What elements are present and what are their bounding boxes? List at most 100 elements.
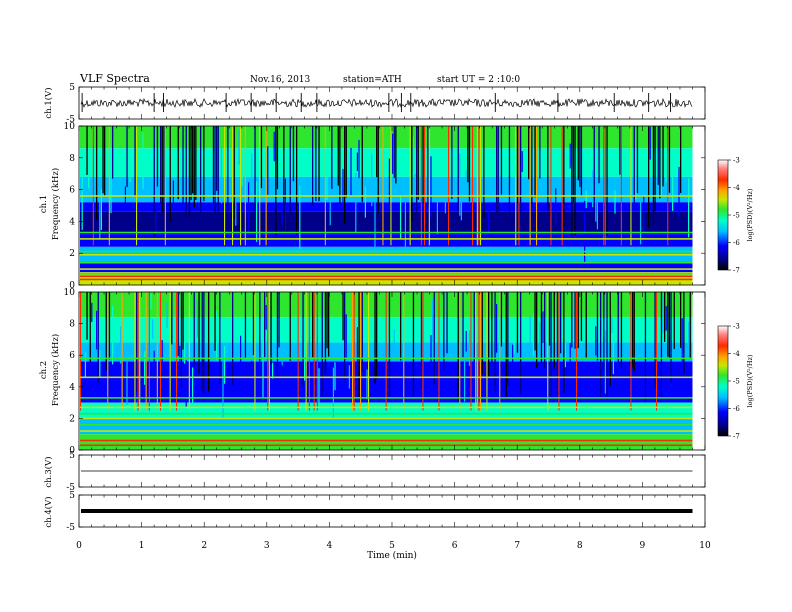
ch2-spec-streak xyxy=(611,317,613,333)
ch2-spec-streak xyxy=(192,367,194,419)
ch2-spec-streak xyxy=(576,292,578,411)
ch2-spec-streak xyxy=(569,342,571,394)
ch1-ytick-label: 5 xyxy=(69,83,75,93)
ch1-spec-streak xyxy=(364,186,366,218)
ch1-spec-streak xyxy=(451,126,453,200)
ch1-spec-ytick-label: 6 xyxy=(69,186,75,196)
ch2-spec-streak xyxy=(617,292,619,363)
ch2-spec-streak xyxy=(188,292,190,411)
ch2-spec-streak xyxy=(360,292,362,411)
ch2-spec-line xyxy=(80,434,693,437)
ch2-spec-streak xyxy=(516,292,519,353)
ch2-spec-streak xyxy=(393,329,395,359)
ch1-spec-streak xyxy=(342,168,344,209)
ch1-ytick-label: -5 xyxy=(66,115,75,125)
ch2-spec-streak xyxy=(179,345,181,398)
ch1-spec-streak xyxy=(104,126,106,197)
ch1-spec-streak xyxy=(457,126,459,212)
ch1-spec-streak xyxy=(276,126,279,190)
ch2-spec-streak xyxy=(660,292,663,398)
ch1-spec-streak xyxy=(678,166,680,217)
ch2-spec-streak xyxy=(272,362,274,379)
ch2-spec-streak xyxy=(505,292,507,398)
ch1-spec-streak xyxy=(99,198,101,240)
ch2-spec-line xyxy=(80,376,693,379)
ch1-spec-streak xyxy=(428,126,430,246)
ch2-spec-streak xyxy=(152,319,154,339)
ch2-colorbar-tick-label: -6 xyxy=(733,405,740,413)
ch1-spec-streak xyxy=(459,153,461,216)
ch1-spec-streak xyxy=(465,170,467,195)
ch1-spec-streak xyxy=(382,126,384,246)
ch1-spec-streak xyxy=(659,126,661,199)
ch1-spec-streak xyxy=(153,126,155,238)
ch2-spec-streak xyxy=(366,369,368,400)
ch3-ylabel: ch.3(V) xyxy=(43,456,54,487)
ch1-spec-streak xyxy=(467,126,469,183)
ch2-spec-streak xyxy=(654,292,656,389)
ch1-colorbar-tick-label: -5 xyxy=(733,212,740,220)
ch1-spec-line xyxy=(80,275,693,278)
ch2-spec-streak xyxy=(376,292,378,379)
ch2-spec-streak xyxy=(476,358,478,414)
ch2-spec-channel-label: ch.2 xyxy=(39,361,49,379)
ch2-spec-line xyxy=(80,406,693,409)
ch1-colorbar: -7 -6 -5 -4 -3 log(PSD)(V²/Hz) xyxy=(717,157,754,275)
ch1-spec-streak xyxy=(688,178,690,238)
ch2-spec-streak xyxy=(560,292,562,354)
ch1-spec-streak xyxy=(200,126,202,235)
ch2-colorbar-tick-label: -7 xyxy=(733,433,740,441)
ch2-spec-streak xyxy=(177,292,179,357)
ch1-spec-channel-label: ch.1 xyxy=(39,195,49,213)
ch1-spec-line xyxy=(80,250,693,253)
ch1-spec-streak xyxy=(161,126,163,213)
ch1-spec-band xyxy=(80,148,693,177)
ch1-spec-streak xyxy=(212,126,215,204)
ch1-spec-streak xyxy=(108,126,110,246)
ch2-spec-streak xyxy=(345,314,347,360)
ch1-spec-streak xyxy=(496,126,498,234)
ch1-spec-streak xyxy=(404,191,406,248)
ch1-spec-line xyxy=(80,268,693,270)
ch1-spec-streak xyxy=(102,126,104,194)
ch1-spec-streak xyxy=(126,126,128,187)
ch1-spec-band xyxy=(80,126,693,149)
ch1-spec-streak xyxy=(630,126,632,246)
ch1-spec-streak xyxy=(529,126,531,246)
ch2-spec-streak xyxy=(433,292,435,385)
ch1-spec-streak xyxy=(620,126,622,246)
ch2-spec-streak xyxy=(665,306,667,331)
ch1-spec-band xyxy=(80,234,693,247)
ch2-spec-streak xyxy=(318,368,320,417)
ch2-spec-streak xyxy=(673,292,675,350)
ch1-spec-streak xyxy=(88,166,90,189)
ch1-spec-image xyxy=(80,126,693,285)
ch2-spec-streak xyxy=(675,361,677,390)
ch2-spec-streak xyxy=(564,334,566,368)
ch1-spec-streak xyxy=(244,126,246,246)
ch1-spec-streak xyxy=(577,126,579,181)
ch1-spec-streak xyxy=(680,126,682,193)
ch2-spec-streak xyxy=(603,292,605,371)
ch1-spec-streak xyxy=(528,126,530,180)
ch2-spec-streak xyxy=(630,292,632,411)
ch1-spec-streak xyxy=(259,126,261,246)
ch1-spec-streak xyxy=(233,126,235,219)
ch2-spec-streak xyxy=(99,350,101,379)
ch1-spec-streak xyxy=(598,126,600,184)
start-time-label: start UT = 2 :10:0 xyxy=(437,75,520,85)
ch1-colorbar-gradient xyxy=(717,159,729,271)
ch1-spec-streak xyxy=(390,126,392,246)
ch1-spec-streak xyxy=(195,126,197,200)
ch2-spec-streak xyxy=(550,292,552,396)
ch2-spec-streak xyxy=(644,292,647,403)
ch2-spec-streak xyxy=(681,318,683,382)
ch2-spec-streak xyxy=(361,292,363,372)
ch2-spec-streak xyxy=(683,292,685,374)
ch2-spec-streak xyxy=(176,292,178,411)
ch1-spec-streak xyxy=(539,126,541,179)
ch1-spec-streak xyxy=(227,126,229,219)
ch2-spec-streak xyxy=(312,292,314,358)
ch1-spec-streak xyxy=(337,126,339,186)
ch1-spec-streak xyxy=(606,126,608,236)
